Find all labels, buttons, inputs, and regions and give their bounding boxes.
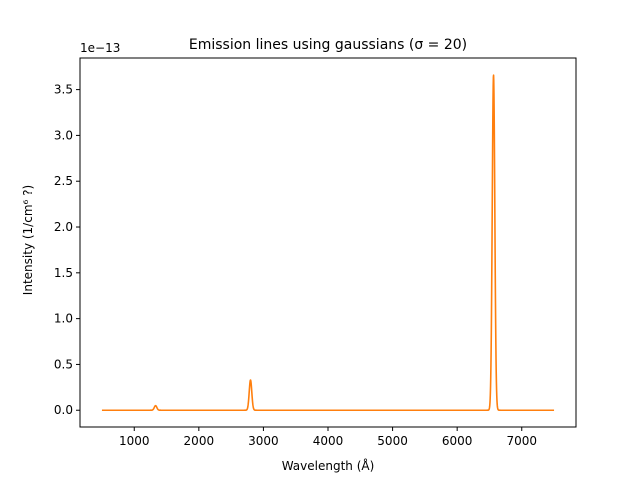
series-line xyxy=(101,74,555,412)
axes-frame xyxy=(79,57,577,428)
x-tick-label: 3000 xyxy=(248,434,279,448)
y-axis-offset-label: 1e−13 xyxy=(80,41,120,55)
x-tick-label: 7000 xyxy=(506,434,537,448)
x-tick-label: 4000 xyxy=(313,434,344,448)
chart-title: Emission lines using gaussians (σ = 20) xyxy=(189,37,467,53)
y-tick-label: 0.5 xyxy=(54,357,73,371)
y-tick-label: 3.5 xyxy=(54,83,73,97)
x-tick-label: 6000 xyxy=(442,434,473,448)
peak-point xyxy=(155,405,156,406)
y-tick-label: 1.5 xyxy=(54,266,73,280)
y-tick-label: 3.0 xyxy=(54,128,73,142)
y-tick-label: 1.0 xyxy=(54,312,73,326)
x-axis-ticks: 1000 2000 3000 4000 5000 6000 7000 xyxy=(119,427,537,448)
y-tick-label: 2.0 xyxy=(54,220,73,234)
x-tick-label: 2000 xyxy=(184,434,215,448)
y-axis-ticks: 0.0 0.5 1.0 1.5 2.0 2.5 3.0 3.5 xyxy=(54,83,80,417)
peak-point xyxy=(250,380,251,381)
x-axis-label: Wavelength (Å) xyxy=(282,458,375,473)
y-tick-label: 2.5 xyxy=(54,174,73,188)
y-axis-label: Intensity (1/cm⁶ ?) xyxy=(21,185,35,295)
x-tick-label: 5000 xyxy=(377,434,408,448)
series-group xyxy=(101,74,555,412)
x-tick-label: 1000 xyxy=(119,434,150,448)
y-tick-label: 0.0 xyxy=(54,403,73,417)
peak-point xyxy=(493,74,494,75)
